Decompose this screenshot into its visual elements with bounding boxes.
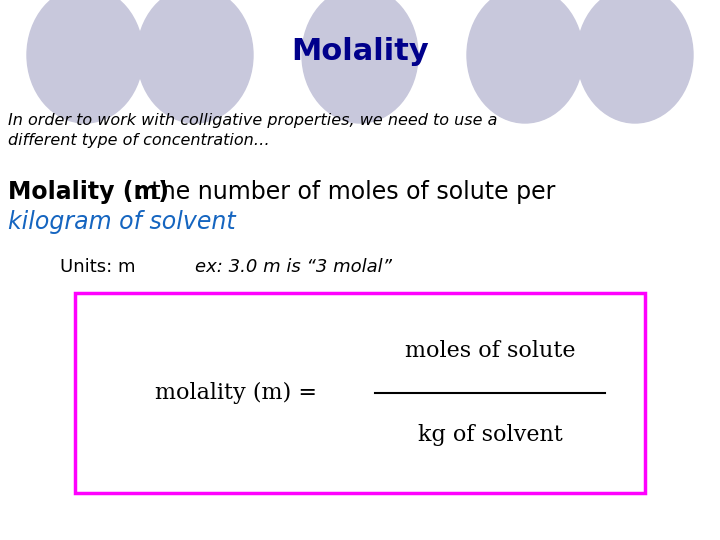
Ellipse shape bbox=[467, 0, 583, 123]
Ellipse shape bbox=[577, 0, 693, 123]
Text: : the number of moles of solute per: : the number of moles of solute per bbox=[136, 180, 555, 204]
Text: In order to work with colligative properties, we need to use a: In order to work with colligative proper… bbox=[8, 113, 498, 128]
Text: Units: m: Units: m bbox=[60, 258, 135, 276]
Ellipse shape bbox=[137, 0, 253, 123]
Text: different type of concentration…: different type of concentration… bbox=[8, 133, 270, 148]
Text: moles of solute: moles of solute bbox=[405, 340, 575, 362]
Ellipse shape bbox=[27, 0, 143, 123]
FancyBboxPatch shape bbox=[75, 293, 645, 493]
Text: kilogram of solvent: kilogram of solvent bbox=[8, 210, 235, 234]
Text: molality (m) =: molality (m) = bbox=[155, 382, 317, 404]
Ellipse shape bbox=[302, 0, 418, 123]
Text: kg of solvent: kg of solvent bbox=[418, 424, 562, 446]
Text: Molality: Molality bbox=[291, 37, 429, 66]
Text: ex: 3.0 m is “3 molal”: ex: 3.0 m is “3 molal” bbox=[195, 258, 392, 276]
Text: Molality (m): Molality (m) bbox=[8, 180, 169, 204]
